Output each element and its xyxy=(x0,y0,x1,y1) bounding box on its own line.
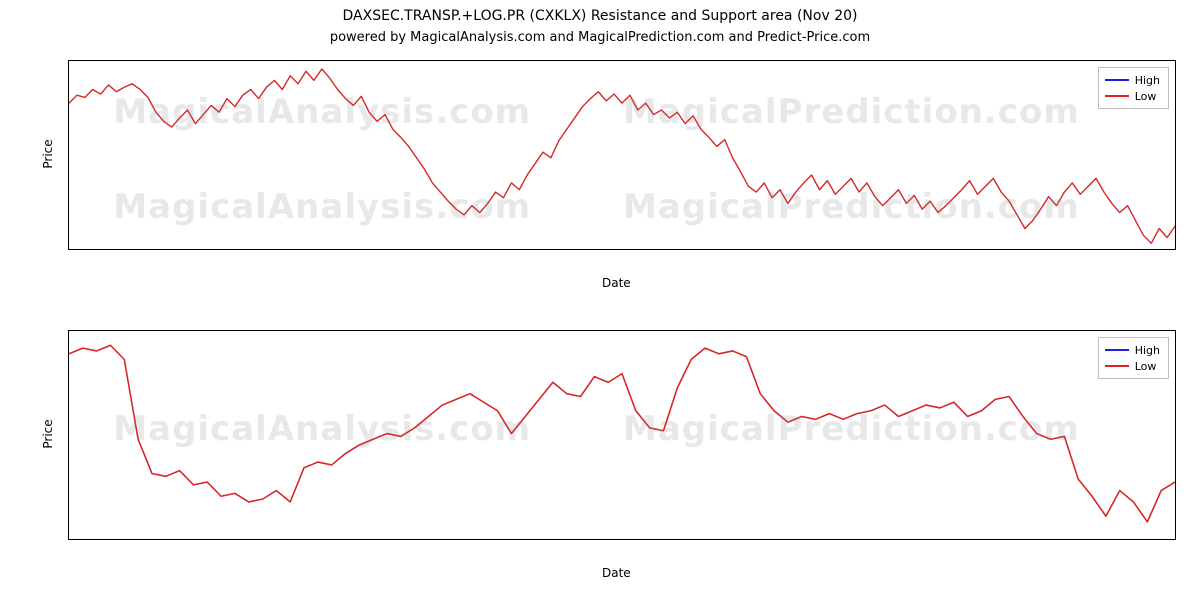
x-tick-label: 2024-09-15 xyxy=(536,539,600,540)
legend-item: High xyxy=(1105,72,1160,88)
legend-swatch xyxy=(1105,79,1129,81)
x-tick-label: 2024-07 xyxy=(932,249,978,250)
figure: DAXSEC.TRANSP.+LOG.PR (CXKLX) Resistance… xyxy=(0,0,1200,600)
legend-swatch xyxy=(1105,349,1129,351)
bottom-x-axis-label: Date xyxy=(602,566,631,580)
top-legend: High Low xyxy=(1098,67,1169,109)
legend-item: Low xyxy=(1105,88,1160,104)
top-series-svg xyxy=(69,61,1175,249)
top-y-axis-label: Price xyxy=(41,124,55,184)
bottom-series-svg xyxy=(69,331,1175,539)
x-tick-label: 2024-05 xyxy=(811,249,857,250)
series-low xyxy=(69,69,1175,243)
x-tick-label: 2024-11-15 xyxy=(1145,539,1176,540)
x-tick-label: 2023-05 xyxy=(104,249,150,250)
x-tick-label: 2024-10-01 xyxy=(702,539,766,540)
x-tick-label: 2024-01 xyxy=(579,249,625,250)
series-low xyxy=(69,345,1175,522)
x-tick-label: 2024-03 xyxy=(695,249,741,250)
legend-item: Low xyxy=(1105,358,1160,374)
legend-label: High xyxy=(1135,74,1160,87)
x-tick-label: 2024-08-15 xyxy=(231,539,295,540)
bottom-y-axis-label: Price xyxy=(41,404,55,464)
bottom-plot-area: HighLow 4404504604704804905002024-08-012… xyxy=(68,330,1176,540)
bottom-panel: HighLow 4404504604704804905002024-08-012… xyxy=(68,330,1176,540)
legend-swatch xyxy=(1105,365,1129,367)
top-panel: HighLow 4504755005255505756002023-052023… xyxy=(68,60,1176,250)
x-tick-label: 2024-08-01 xyxy=(92,539,156,540)
top-x-axis-label: Date xyxy=(602,276,631,290)
x-tick-label: 2024-09-01 xyxy=(397,539,461,540)
x-tick-label: 2024-11-01 xyxy=(1007,539,1071,540)
legend-item: High xyxy=(1105,342,1160,358)
chart-subtitle: powered by MagicalAnalysis.com and Magic… xyxy=(0,30,1200,45)
x-tick-label: 2024-09 xyxy=(1048,249,1094,250)
bottom-legend: High Low xyxy=(1098,337,1169,379)
x-tick-label: 2023-09 xyxy=(341,249,387,250)
x-tick-label: 2023-07 xyxy=(220,249,266,250)
chart-title: DAXSEC.TRANSP.+LOG.PR (CXKLX) Resistance… xyxy=(0,8,1200,24)
top-plot-area: HighLow 4504755005255505756002023-052023… xyxy=(68,60,1176,250)
legend-label: Low xyxy=(1135,360,1157,373)
legend-label: High xyxy=(1135,344,1160,357)
x-tick-label: 2023-11 xyxy=(458,249,504,250)
legend-swatch xyxy=(1105,95,1129,97)
x-tick-label: 2024-10-15 xyxy=(840,539,904,540)
legend-label: Low xyxy=(1135,90,1157,103)
x-tick-label: 2024-11 xyxy=(1143,249,1176,250)
